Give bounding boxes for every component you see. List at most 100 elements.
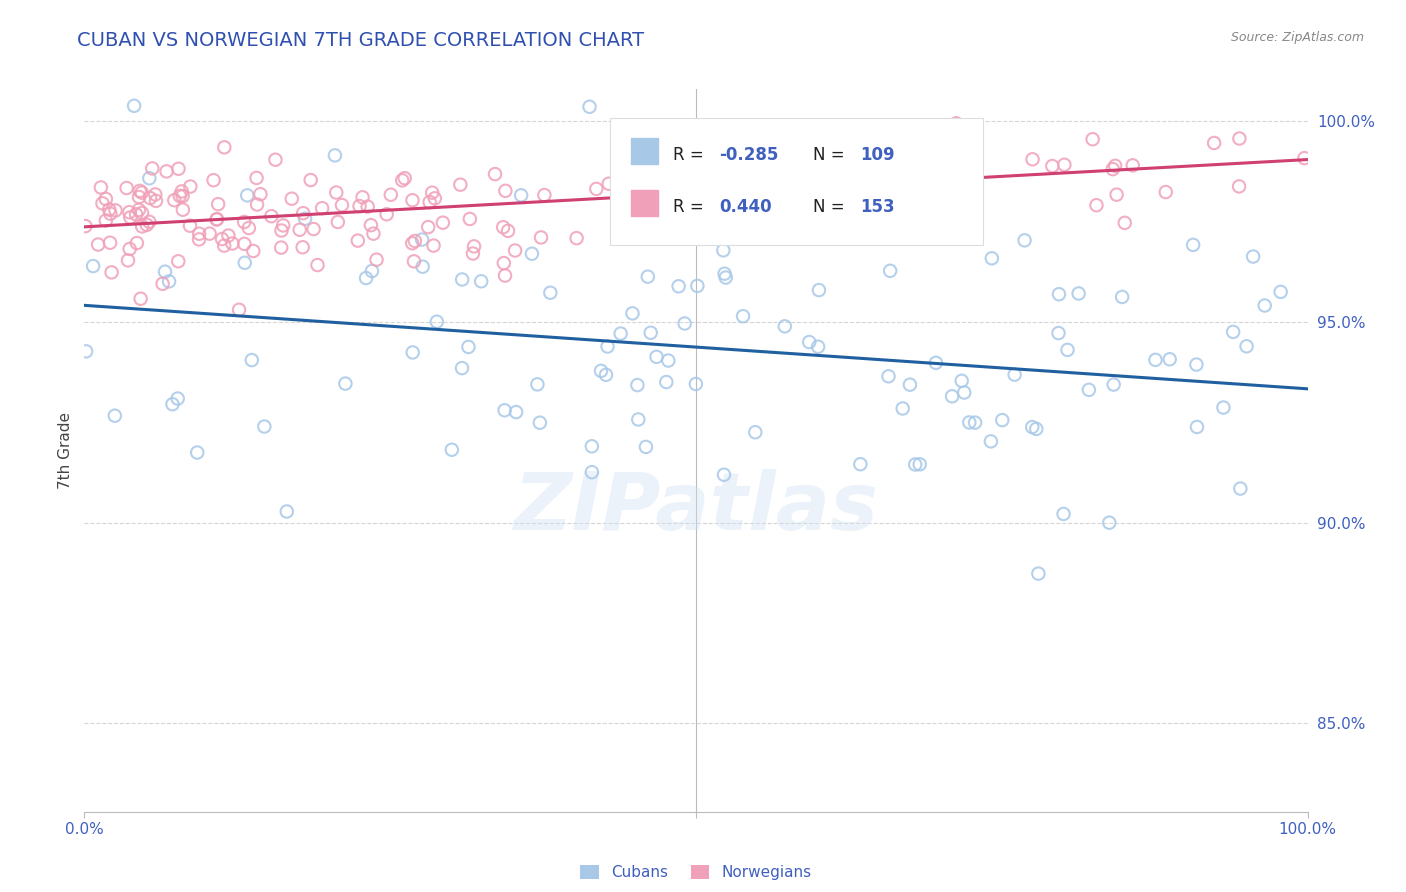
Point [458,211,481,226]
Point [291,240,314,254]
Point [898,377,921,392]
Point [908,458,931,472]
Point [166,392,188,406]
Point [538,285,561,300]
Point [139,191,162,205]
Point [233,215,256,229]
Point [260,209,283,223]
Point [1111,290,1133,304]
Point [581,439,603,453]
Point [640,326,662,340]
Point [1102,377,1125,392]
Point [818,169,841,184]
Point [1254,299,1277,313]
Point [402,345,425,359]
Point [457,340,479,354]
Point [585,182,607,196]
Point [426,315,449,329]
Point [214,140,236,154]
Point [100,265,122,279]
Point [807,340,830,354]
Point [1025,68,1047,82]
Point [292,206,315,220]
Point [412,260,434,274]
Point [886,195,908,210]
Point [673,317,696,331]
Text: N =: N = [814,198,851,216]
Point [281,192,304,206]
Point [118,205,141,219]
Point [170,185,193,199]
Point [520,246,543,260]
Point [186,445,208,459]
Point [1067,286,1090,301]
Point [361,264,384,278]
Point [276,504,298,518]
Point [808,150,831,164]
Point [419,195,441,210]
Point [349,199,371,213]
Point [578,100,600,114]
Point [685,376,707,391]
Point [1077,383,1099,397]
Point [125,207,148,221]
Point [1047,287,1070,301]
Text: -0.285: -0.285 [720,146,779,164]
Point [402,254,425,268]
Point [155,164,177,178]
Text: N =: N = [814,146,851,164]
Point [94,213,117,227]
Point [530,230,553,244]
Point [188,227,211,241]
Point [128,184,150,198]
Point [494,403,516,417]
Point [440,442,463,457]
Point [581,465,603,479]
Point [451,361,474,376]
Point [207,197,229,211]
Point [162,397,184,411]
Point [945,116,967,130]
Text: 109: 109 [860,146,894,164]
Text: 0.440: 0.440 [720,198,772,216]
Point [609,326,631,341]
Point [877,369,900,384]
Point [401,193,423,207]
Y-axis label: 7th Grade: 7th Grade [58,412,73,489]
Point [786,223,808,237]
Point [325,186,347,200]
Point [401,236,423,251]
Point [418,220,440,235]
Point [125,235,148,250]
Point [1114,216,1136,230]
Point [807,283,830,297]
Point [713,467,735,482]
Point [657,353,679,368]
Point [122,99,145,113]
Point [533,188,555,202]
Point [115,181,138,195]
Point [311,201,333,215]
Point [953,385,976,400]
Point [202,173,225,187]
Point [991,413,1014,427]
Point [799,334,821,349]
Text: CUBAN VS NORWEGIAN 7TH GRADE CORRELATION CHART: CUBAN VS NORWEGIAN 7TH GRADE CORRELATION… [77,31,644,50]
FancyBboxPatch shape [610,118,983,244]
Point [645,350,668,364]
Point [651,226,673,240]
Point [211,232,233,246]
Point [264,153,287,167]
Point [167,254,190,268]
Point [965,416,987,430]
Point [626,378,648,392]
Point [1025,422,1047,436]
Point [179,179,201,194]
Point [744,425,766,440]
Point [925,356,948,370]
Legend: Cubans, Norwegians: Cubans, Norwegians [574,859,818,887]
Point [326,215,349,229]
Point [307,258,329,272]
Point [1004,368,1026,382]
Point [375,207,398,221]
